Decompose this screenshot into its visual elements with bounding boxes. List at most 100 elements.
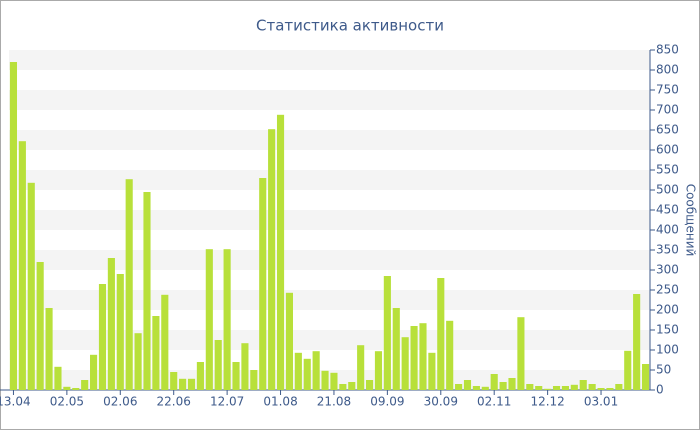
bar [392,308,400,390]
x-tick-label: 02.06 [103,395,137,409]
bar [570,384,578,390]
bar [641,364,650,390]
bar [330,372,338,390]
bar [374,351,383,390]
bar [552,386,561,390]
x-tick-label: 22.06 [157,395,191,409]
grid-band [9,330,650,350]
bar [223,249,231,390]
x-tick-label: 12.07 [210,395,244,409]
grid-band [9,370,650,390]
bar [196,362,204,390]
bar [499,382,507,390]
bar [259,178,267,390]
bar [205,249,213,390]
bar [490,374,498,390]
bar [401,337,409,390]
x-tick-label: 12.12 [530,395,564,409]
bar [339,384,347,390]
bar [90,354,98,390]
bar [561,386,569,390]
bar [143,192,151,390]
x-tick-label: 21.08 [317,395,351,409]
bar [54,366,62,390]
bar [481,386,489,390]
bar [45,308,53,390]
x-tick-label: 13.04 [0,395,31,409]
bar [615,384,623,390]
bar [9,62,18,390]
bar [187,378,196,390]
bar [428,352,436,390]
bar [508,378,516,390]
y-tick-label: 100 [656,343,679,357]
x-tick-label: 02.11 [477,395,511,409]
bar [535,386,543,390]
grid-band [9,210,650,230]
bar [321,370,329,390]
grid-band [9,90,650,110]
bar [348,382,356,390]
bar [125,179,133,390]
bar [463,380,472,390]
y-tick-label: 750 [656,83,679,97]
y-tick-label: 700 [656,103,679,117]
grid-band [9,170,650,190]
x-tick-label: 01.08 [263,395,297,409]
y-tick-label: 500 [656,183,679,197]
bar [624,350,632,390]
bar [152,316,160,390]
grid-band [9,50,650,70]
bar [285,292,293,390]
bar [134,333,142,390]
bar [268,129,276,390]
bar [366,380,374,390]
grid-band [9,250,650,270]
bar [455,384,463,390]
bar [526,384,534,390]
y-tick-label: 0 [656,383,664,397]
bar [232,362,240,390]
bar [357,345,365,390]
y-tick-label: 250 [656,283,679,297]
bar [579,380,587,390]
bar [27,182,35,390]
bar [588,384,596,390]
x-tick-label: 03.01 [584,395,618,409]
bar [606,388,614,390]
bar [63,386,71,390]
bar [633,294,641,390]
bar [250,370,258,390]
x-tick-label: 30.09 [424,395,458,409]
bar [472,386,480,390]
bar [36,262,44,390]
bar [72,388,80,390]
y-tick-label: 150 [656,323,679,337]
bar [597,388,605,390]
y-tick-label: 50 [656,363,671,377]
bar [410,326,418,390]
y-tick-label: 450 [656,203,679,217]
y-tick-label: 600 [656,143,679,157]
y-tick-label: 850 [656,43,679,57]
x-tick-label: 02.05 [50,395,84,409]
y-tick-label: 550 [656,163,679,177]
bar [419,323,427,390]
y-tick-label: 400 [656,223,679,237]
bar [517,317,525,390]
y-tick-label: 350 [656,243,679,257]
bar [18,141,26,390]
y-tick-label: 300 [656,263,679,277]
bar [170,372,178,390]
bar [303,358,311,390]
chart-title: Статистика активности [256,17,444,35]
bar [446,320,454,390]
bar [214,340,222,390]
bar [294,352,302,390]
bar [437,278,445,390]
bar [107,258,115,390]
y-axis-label: Сообщений [684,184,698,257]
bar [81,380,89,390]
bar [179,378,187,390]
